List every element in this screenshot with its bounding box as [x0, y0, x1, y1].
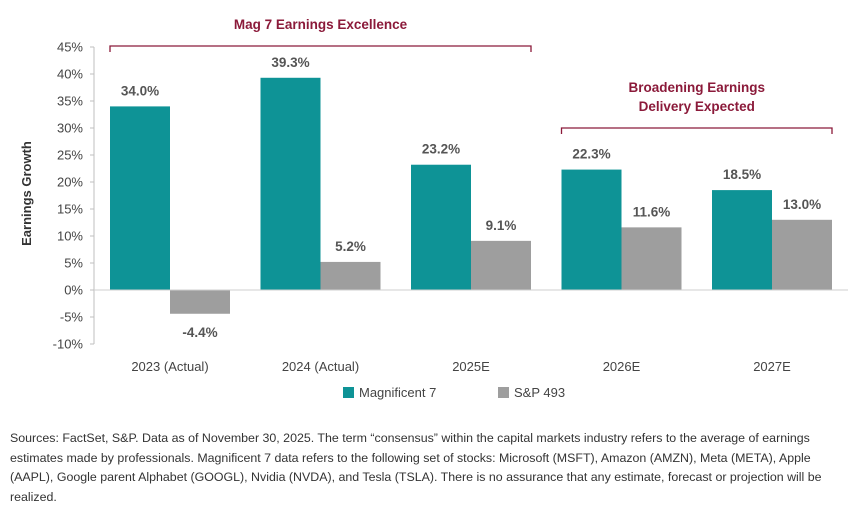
data-label: 9.1%	[486, 218, 517, 233]
bar-sp493	[621, 227, 682, 290]
y-tick-label: 0%	[64, 283, 83, 298]
bar-mag7	[411, 164, 471, 290]
legend-swatch-mag7	[343, 387, 354, 398]
data-label: 34.0%	[121, 83, 159, 98]
y-tick-label: 45%	[57, 40, 83, 55]
legend-label: S&P 493	[514, 385, 565, 400]
bar-mag7	[260, 77, 321, 290]
y-tick-label: -10%	[53, 337, 84, 352]
bar-sp493	[471, 240, 531, 290]
x-category-label: 2023 (Actual)	[131, 359, 208, 374]
y-tick-label: 15%	[57, 202, 83, 217]
legend-label: Magnificent 7	[359, 385, 436, 400]
earnings-growth-chart: -10% -5% 0% 5% 10% 15% 20% 25% 30% 35% 40% 45% Earni…	[19, 17, 848, 400]
x-category-label: 2024 (Actual)	[282, 359, 359, 374]
data-label: 5.2%	[335, 239, 366, 254]
data-label: 23.2%	[422, 142, 460, 157]
bar-sp493	[170, 290, 230, 314]
annotation-text: Broadening Earnings	[628, 80, 765, 95]
data-label: 39.3%	[271, 55, 309, 70]
annotation-text: Mag 7 Earnings Excellence	[234, 17, 408, 32]
footnote: Sources: FactSet, S&P. Data as of Novemb…	[10, 431, 822, 504]
x-category-label: 2025E	[452, 359, 490, 374]
annotation-bracket	[109, 45, 532, 52]
bar-mag7	[561, 169, 622, 290]
data-label: 22.3%	[572, 147, 610, 162]
data-label: 11.6%	[633, 204, 671, 219]
y-tick-label: 35%	[57, 94, 83, 109]
data-label: 13.0%	[783, 197, 821, 212]
y-axis-title: Earnings Growth	[19, 141, 34, 246]
bar-sp493	[772, 219, 832, 290]
y-tick-label: -5%	[60, 310, 84, 325]
annotation-text: Delivery Expected	[639, 99, 755, 114]
data-label: -4.4%	[182, 325, 217, 340]
x-category-label: 2026E	[603, 359, 641, 374]
annotation-bracket	[560, 127, 833, 134]
y-tick-label: 40%	[57, 67, 83, 82]
y-tick-label: 5%	[64, 256, 83, 271]
legend-swatch-sp493	[498, 387, 509, 398]
y-tick-label: 10%	[57, 229, 83, 244]
data-label: 18.5%	[723, 167, 761, 182]
y-tick-label: 30%	[57, 121, 83, 136]
bar-mag7	[110, 106, 170, 291]
bar-mag7	[712, 190, 772, 290]
y-tick-label: 25%	[57, 148, 83, 163]
y-tick-label: 20%	[57, 175, 83, 190]
x-category-label: 2027E	[753, 359, 791, 374]
bar-sp493	[320, 261, 381, 290]
